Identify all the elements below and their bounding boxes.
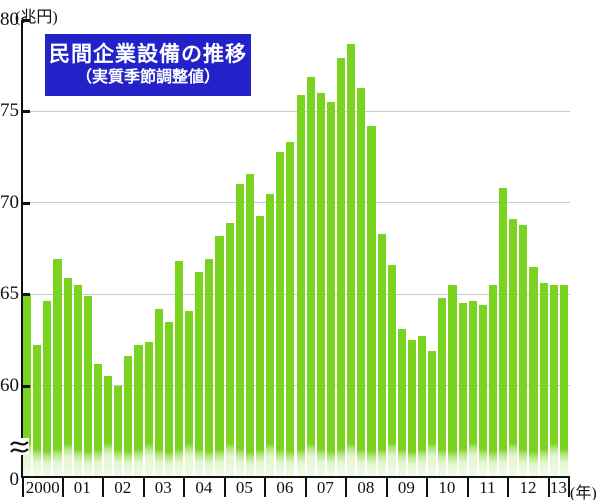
bar-09-Q2 xyxy=(397,328,406,477)
bar-2000-Q2 xyxy=(33,345,42,477)
x-year-label-06: 06 xyxy=(265,477,307,497)
bar-2000-Q3 xyxy=(43,301,52,477)
bar-10-Q4 xyxy=(458,303,467,477)
x-year-label-05: 05 xyxy=(225,477,267,497)
bar-12-Q1 xyxy=(509,219,518,477)
bar-10-Q1 xyxy=(428,350,437,477)
bar-12-Q3 xyxy=(529,266,538,477)
y-tick-label-70: 70 xyxy=(0,191,19,213)
bar-07-Q4 xyxy=(337,58,346,477)
x-year-label-11: 11 xyxy=(468,477,510,497)
chart-title: 民間企業設備の推移 xyxy=(49,43,247,66)
y-tick-65 xyxy=(22,293,30,297)
bar-06-Q1 xyxy=(266,193,275,477)
bar-10-Q3 xyxy=(448,284,457,477)
bar-06-Q2 xyxy=(276,151,285,477)
bar-08-Q1 xyxy=(347,43,356,477)
bar-06-Q4 xyxy=(296,94,305,477)
bar-12-Q2 xyxy=(519,224,528,477)
bar-08-Q4 xyxy=(377,233,386,477)
x-year-label-10: 10 xyxy=(427,477,469,497)
x-axis-unit-label: (年) xyxy=(570,485,597,500)
chart-subtitle: （実質季節調整値） xyxy=(75,69,220,86)
y-tick-label-60: 60 xyxy=(0,374,19,396)
x-axis-line xyxy=(21,476,570,478)
bar-02-Q4 xyxy=(134,345,143,477)
chart-title-box: 民間企業設備の推移 （実質季節調整値） xyxy=(45,34,251,96)
y-tick-label-65: 65 xyxy=(0,283,19,305)
x-year-label-09: 09 xyxy=(387,477,429,497)
bar-11-Q2 xyxy=(478,305,487,477)
x-year-label-03: 03 xyxy=(144,477,186,497)
x-year-label-12: 12 xyxy=(508,477,550,497)
gridline-70 xyxy=(22,202,570,204)
bar-07-Q1 xyxy=(306,76,315,477)
bar-2000-Q4 xyxy=(53,259,62,477)
bar-02-Q2 xyxy=(114,385,123,477)
bar-05-Q1 xyxy=(225,222,234,477)
bar-03-Q4 xyxy=(174,261,184,477)
bar-13-Q1 xyxy=(549,284,558,477)
bar-03-Q2 xyxy=(154,308,163,477)
bar-06-Q3 xyxy=(286,142,295,477)
y-axis-line xyxy=(21,20,23,477)
bar-08-Q3 xyxy=(367,125,376,477)
x-year-label-02: 02 xyxy=(103,477,145,497)
x-year-label-07: 07 xyxy=(306,477,348,497)
bar-07-Q2 xyxy=(316,93,325,477)
bar-03-Q3 xyxy=(164,321,173,477)
x-year-label-01: 01 xyxy=(63,477,105,497)
bar-04-Q2 xyxy=(195,272,204,477)
x-year-label-13: 13 xyxy=(549,477,570,497)
bar-01-Q3 xyxy=(83,295,92,477)
y-tick-70 xyxy=(22,201,30,205)
axis-break-icon xyxy=(9,438,35,460)
bar-01-Q1 xyxy=(63,277,72,477)
gridline-75 xyxy=(22,110,570,112)
bar-09-Q4 xyxy=(418,336,427,477)
x-year-label-04: 04 xyxy=(184,477,226,497)
bar-04-Q4 xyxy=(215,235,224,477)
bar-01-Q4 xyxy=(93,363,103,477)
bar-03-Q1 xyxy=(144,341,153,477)
bar-09-Q3 xyxy=(407,339,417,477)
bar-11-Q3 xyxy=(488,284,498,477)
bar-12-Q4 xyxy=(539,283,548,477)
bar-11-Q4 xyxy=(499,188,508,477)
bar-10-Q2 xyxy=(438,297,447,477)
bar-11-Q1 xyxy=(468,301,477,477)
bar-04-Q1 xyxy=(185,310,194,477)
bar-02-Q1 xyxy=(104,376,113,477)
y-tick-80 xyxy=(22,19,30,22)
gridline-60 xyxy=(22,385,570,386)
bar-13-Q2 xyxy=(559,284,568,477)
bar-05-Q3 xyxy=(245,173,254,477)
x-year-label-08: 08 xyxy=(346,477,388,497)
y-tick-label-0: 0 xyxy=(9,469,20,490)
y-tick-label-75: 75 xyxy=(0,100,19,122)
bar-02-Q3 xyxy=(124,356,133,477)
gridline-65 xyxy=(22,293,570,295)
y-tick-75 xyxy=(22,110,30,114)
bar-05-Q4 xyxy=(255,215,265,477)
bar-04-Q3 xyxy=(205,259,214,477)
bar-07-Q3 xyxy=(326,102,335,477)
x-year-label-2000: 2000 xyxy=(22,477,64,497)
bar-09-Q1 xyxy=(387,264,396,477)
bar-08-Q2 xyxy=(357,87,366,477)
y-tick-60 xyxy=(22,384,30,388)
bar-01-Q2 xyxy=(73,284,82,477)
bar-05-Q2 xyxy=(235,184,244,477)
y-tick-label-80: 80 xyxy=(0,9,19,30)
